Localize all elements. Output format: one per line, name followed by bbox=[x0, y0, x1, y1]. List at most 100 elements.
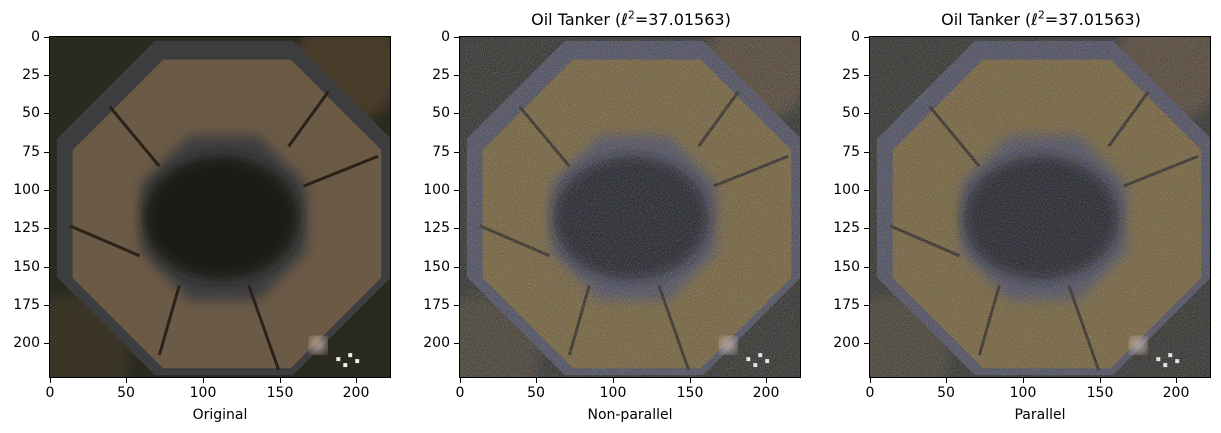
xtick-label: 0 bbox=[865, 385, 875, 401]
ytick-label: 50 bbox=[432, 105, 450, 121]
ytick-label: 200 bbox=[423, 335, 450, 351]
ytick-mark bbox=[44, 113, 49, 114]
ytick-label: 75 bbox=[842, 144, 860, 160]
xtick-mark bbox=[1023, 378, 1024, 383]
ytick-label: 75 bbox=[432, 144, 450, 160]
title-superscript: 2 bbox=[1037, 8, 1045, 22]
xtick-mark bbox=[690, 378, 691, 383]
ytick-mark bbox=[454, 37, 459, 38]
ytick-mark bbox=[864, 113, 869, 114]
xtick-label: 200 bbox=[1162, 385, 1190, 401]
xtick-mark bbox=[280, 378, 281, 383]
image-axes bbox=[869, 36, 1211, 378]
xtick-label: 100 bbox=[599, 385, 627, 401]
ytick-mark bbox=[44, 228, 49, 229]
xtick-label: 50 bbox=[937, 385, 955, 401]
x-axis-label: Original bbox=[192, 407, 248, 423]
xtick-mark bbox=[50, 378, 51, 383]
ytick-label: 25 bbox=[842, 67, 860, 83]
ytick-label: 100 bbox=[13, 182, 40, 198]
ytick-label: 25 bbox=[22, 67, 40, 83]
ytick-label: 125 bbox=[423, 220, 450, 236]
xtick-mark bbox=[126, 378, 127, 383]
aerial-image bbox=[50, 37, 390, 377]
xtick-label: 50 bbox=[117, 385, 135, 401]
panel-title: Oil Tanker (ℓ2=37.01563) bbox=[459, 10, 803, 30]
ytick-label: 150 bbox=[833, 259, 860, 275]
title-superscript: 2 bbox=[627, 8, 635, 22]
xtick-label: 150 bbox=[266, 385, 294, 401]
ytick-mark bbox=[454, 343, 459, 344]
xtick-label: 100 bbox=[189, 385, 217, 401]
xtick-label: 0 bbox=[455, 385, 465, 401]
ytick-mark bbox=[44, 190, 49, 191]
ytick-mark bbox=[864, 305, 869, 306]
xtick-label: 50 bbox=[527, 385, 545, 401]
xtick-mark bbox=[1100, 378, 1101, 383]
ytick-mark bbox=[44, 343, 49, 344]
ytick-label: 100 bbox=[833, 182, 860, 198]
image-axes bbox=[459, 36, 801, 378]
ytick-mark bbox=[454, 152, 459, 153]
ytick-label: 125 bbox=[13, 220, 40, 236]
ytick-mark bbox=[864, 190, 869, 191]
ytick-mark bbox=[454, 190, 459, 191]
xtick-mark bbox=[356, 378, 357, 383]
ytick-label: 200 bbox=[13, 335, 40, 351]
ytick-label: 150 bbox=[423, 259, 450, 275]
panel-non-parallel: Oil Tanker (ℓ2=37.01563) 0 25 50 75 100 125 150… bbox=[410, 0, 810, 433]
ytick-mark bbox=[864, 75, 869, 76]
aerial-image bbox=[870, 37, 1210, 377]
ytick-label: 0 bbox=[851, 29, 860, 45]
image-axes bbox=[49, 36, 391, 378]
title-symbol: ℓ bbox=[621, 10, 628, 29]
panel-title: Oil Tanker (ℓ2=37.01563) bbox=[869, 10, 1213, 30]
aerial-image bbox=[460, 37, 800, 377]
ytick-mark bbox=[864, 343, 869, 344]
ytick-label: 125 bbox=[833, 220, 860, 236]
title-suffix: =37.01563) bbox=[634, 10, 731, 29]
xtick-mark bbox=[766, 378, 767, 383]
ytick-mark bbox=[454, 267, 459, 268]
xtick-mark bbox=[870, 378, 871, 383]
ytick-mark bbox=[44, 37, 49, 38]
ytick-label: 50 bbox=[22, 105, 40, 121]
ytick-mark bbox=[454, 228, 459, 229]
xtick-mark bbox=[946, 378, 947, 383]
title-prefix: Oil Tanker ( bbox=[941, 10, 1032, 29]
ytick-label: 0 bbox=[441, 29, 450, 45]
xtick-label: 100 bbox=[1009, 385, 1037, 401]
ytick-mark bbox=[864, 152, 869, 153]
xtick-label: 150 bbox=[1086, 385, 1114, 401]
ytick-mark bbox=[44, 305, 49, 306]
xtick-mark bbox=[203, 378, 204, 383]
ytick-mark bbox=[864, 37, 869, 38]
ytick-mark bbox=[454, 113, 459, 114]
ytick-label: 175 bbox=[833, 297, 860, 313]
ytick-mark bbox=[864, 228, 869, 229]
ytick-mark bbox=[864, 267, 869, 268]
ytick-label: 75 bbox=[22, 144, 40, 160]
ytick-label: 150 bbox=[13, 259, 40, 275]
ytick-mark bbox=[454, 305, 459, 306]
ytick-label: 200 bbox=[833, 335, 860, 351]
title-symbol: ℓ bbox=[1031, 10, 1038, 29]
xtick-mark bbox=[613, 378, 614, 383]
title-prefix: Oil Tanker ( bbox=[531, 10, 622, 29]
ytick-label: 100 bbox=[423, 182, 450, 198]
ytick-label: 25 bbox=[432, 67, 450, 83]
ytick-mark bbox=[44, 152, 49, 153]
xtick-mark bbox=[1176, 378, 1177, 383]
title-suffix: =37.01563) bbox=[1044, 10, 1141, 29]
xtick-mark bbox=[460, 378, 461, 383]
ytick-label: 50 bbox=[842, 105, 860, 121]
xtick-label: 200 bbox=[752, 385, 780, 401]
x-axis-label: Non-parallel bbox=[587, 407, 673, 423]
xtick-mark bbox=[536, 378, 537, 383]
xtick-label: 200 bbox=[342, 385, 370, 401]
ytick-label: 0 bbox=[31, 29, 40, 45]
panel-original: 0 25 50 75 100 125 150 175 200 0 50 100 150 200 Origin… bbox=[0, 0, 400, 433]
ytick-mark bbox=[44, 267, 49, 268]
ytick-label: 175 bbox=[13, 297, 40, 313]
xtick-label: 150 bbox=[676, 385, 704, 401]
